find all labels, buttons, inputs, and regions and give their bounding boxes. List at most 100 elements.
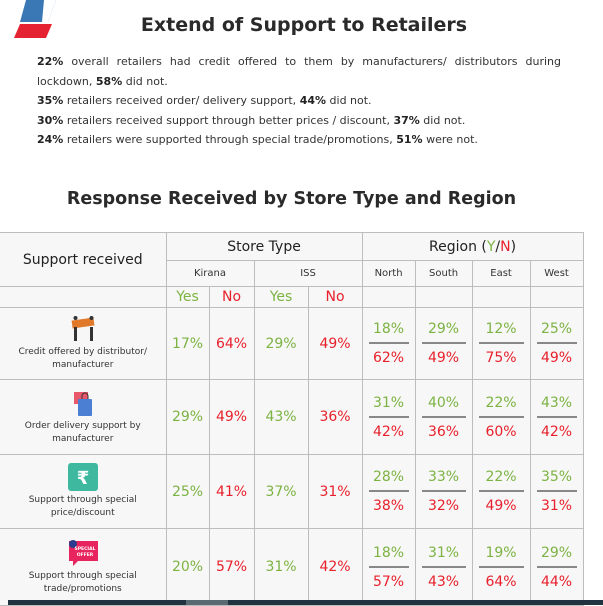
region-yes-value: 18% (368, 321, 409, 344)
page-title: Extend of Support to Retailers (140, 14, 468, 36)
bottom-bar (8, 600, 603, 605)
region-no-value: 42% (540, 423, 573, 440)
region-yes-value: 22% (478, 469, 524, 492)
svg-text:₹: ₹ (76, 468, 89, 489)
region-south-cell: 29% 49% (414, 307, 473, 380)
region-yes-value: 19% (478, 545, 524, 568)
kirana-yes-value: 25% (165, 454, 210, 529)
region-yes-value: 12% (478, 321, 524, 344)
iss-yes-value: 31% (253, 528, 309, 606)
region-no-value: 44% (540, 573, 573, 590)
summary: 22% overall retailers had credit offered… (37, 52, 561, 150)
region-south-cell: 33% 32% (414, 454, 473, 529)
header-region: Region (Y/N) (361, 232, 584, 261)
iss-no-value: 36% (307, 379, 363, 455)
region-north-cell: 18% 57% (361, 528, 416, 606)
region-yes-value: 25% (536, 321, 577, 344)
region-east-cell: 22% 49% (471, 454, 531, 529)
region-yes-value: 33% (421, 469, 466, 492)
region-east-cell: 22% 60% (471, 379, 531, 455)
region-no-value: 32% (427, 498, 460, 514)
support-type-cell: Credit offered by distributor/ manufactu… (0, 307, 167, 380)
header-north: North (361, 260, 416, 287)
header-kirana-yes: Yes (165, 286, 210, 308)
region-no-value: 60% (485, 423, 517, 440)
region-no-value: 36% (427, 423, 460, 440)
support-type-cell: ₹ Support through special price/discount (0, 454, 167, 529)
table-row: ₹ Support through special price/discount 2… (0, 454, 584, 529)
region-no-value: 31% (540, 498, 573, 514)
iss-no-value: 42% (307, 528, 363, 606)
kirana-no-value: 57% (208, 528, 255, 606)
kirana-yes-value: 29% (165, 379, 210, 455)
summary-line: 30% retailers received support through b… (37, 113, 466, 127)
support-type-cell: Order delivery support by manufacturer (0, 379, 167, 455)
region-no-value: 75% (485, 350, 517, 366)
summary-line: 22% overall retailers had credit offered… (37, 55, 561, 88)
header-kirana-no: No (208, 286, 255, 308)
region-north-cell: 28% 38% (361, 454, 416, 529)
kirana-no-value: 41% (208, 454, 255, 529)
header-west: West (529, 260, 584, 287)
region-west-cell: 29% 44% (529, 528, 584, 606)
svg-text:SPECIAL: SPECIAL (74, 546, 95, 552)
iss-yes-value: 37% (253, 454, 309, 529)
region-north-cell: 18% 62% (361, 307, 416, 380)
kirana-no-value: 64% (208, 307, 255, 380)
region-no-value: 49% (485, 498, 517, 514)
summary-line: 35% retailers received order/ delivery s… (37, 94, 372, 107)
region-south-cell: 40% 36% (414, 379, 473, 455)
header-iss: ISS (253, 260, 363, 287)
rupee-icon: ₹ (0, 463, 166, 491)
summary-line: 24% retailers were supported through spe… (37, 133, 478, 146)
header-south: South (414, 260, 473, 287)
region-west-cell: 43% 42% (529, 379, 584, 455)
region-no-value: 43% (427, 573, 460, 590)
iss-no-value: 49% (307, 307, 363, 380)
region-west-cell: 25% 49% (529, 307, 584, 380)
region-north-cell: 31% 42% (361, 379, 416, 455)
header-iss-no: No (307, 286, 363, 308)
region-east-cell: 12% 75% (471, 307, 531, 380)
region-east-cell: 19% 64% (471, 528, 531, 606)
special-offer-icon: SPECIAL OFFER (0, 539, 166, 567)
header-kirana: Kirana (165, 260, 255, 287)
region-no-value: 49% (540, 350, 573, 366)
region-yes-value: 35% (536, 469, 577, 492)
kirana-yes-value: 20% (165, 528, 210, 606)
region-yes-value: 31% (368, 395, 409, 418)
region-yes-value: 43% (536, 395, 577, 418)
table-row: Credit offered by distributor/ manufactu… (0, 307, 584, 380)
region-no-value: 38% (372, 498, 405, 514)
header-east: East (471, 260, 531, 287)
region-no-value: 64% (485, 573, 517, 590)
region-west-cell: 35% 31% (529, 454, 584, 529)
table-title: Response Received by Store Type and Regi… (66, 189, 517, 209)
region-yes-value: 31% (421, 545, 466, 568)
shopping-bag-icon (0, 389, 166, 417)
region-no-value: 49% (427, 350, 460, 366)
table-row: SPECIAL OFFER Support through special trad… (0, 528, 584, 606)
region-yes-value: 29% (421, 321, 466, 344)
region-yes-value: 18% (368, 545, 409, 568)
kirana-no-value: 49% (208, 379, 255, 455)
region-yes-value: 29% (536, 545, 577, 568)
support-type-cell: SPECIAL OFFER Support through special trad… (0, 528, 167, 606)
kirana-yes-value: 17% (165, 307, 210, 380)
header-iss-yes: Yes (253, 286, 309, 308)
iss-no-value: 31% (307, 454, 363, 529)
brand-logo (14, 0, 56, 38)
header-store-type: Store Type (165, 232, 363, 261)
svg-text:OFFER: OFFER (76, 552, 93, 558)
region-yes-value: 22% (478, 395, 524, 418)
region-yes-value: 28% (368, 469, 409, 492)
iss-yes-value: 43% (253, 379, 309, 455)
region-no-value: 57% (372, 573, 405, 590)
table-row: Order delivery support by manufacturer 29… (0, 379, 584, 455)
region-no-value: 62% (372, 350, 405, 366)
region-no-value: 42% (372, 423, 405, 440)
header-support-received: Support received (0, 232, 167, 287)
region-yes-value: 40% (421, 395, 466, 418)
iss-yes-value: 29% (253, 307, 309, 380)
region-south-cell: 31% 43% (414, 528, 473, 606)
